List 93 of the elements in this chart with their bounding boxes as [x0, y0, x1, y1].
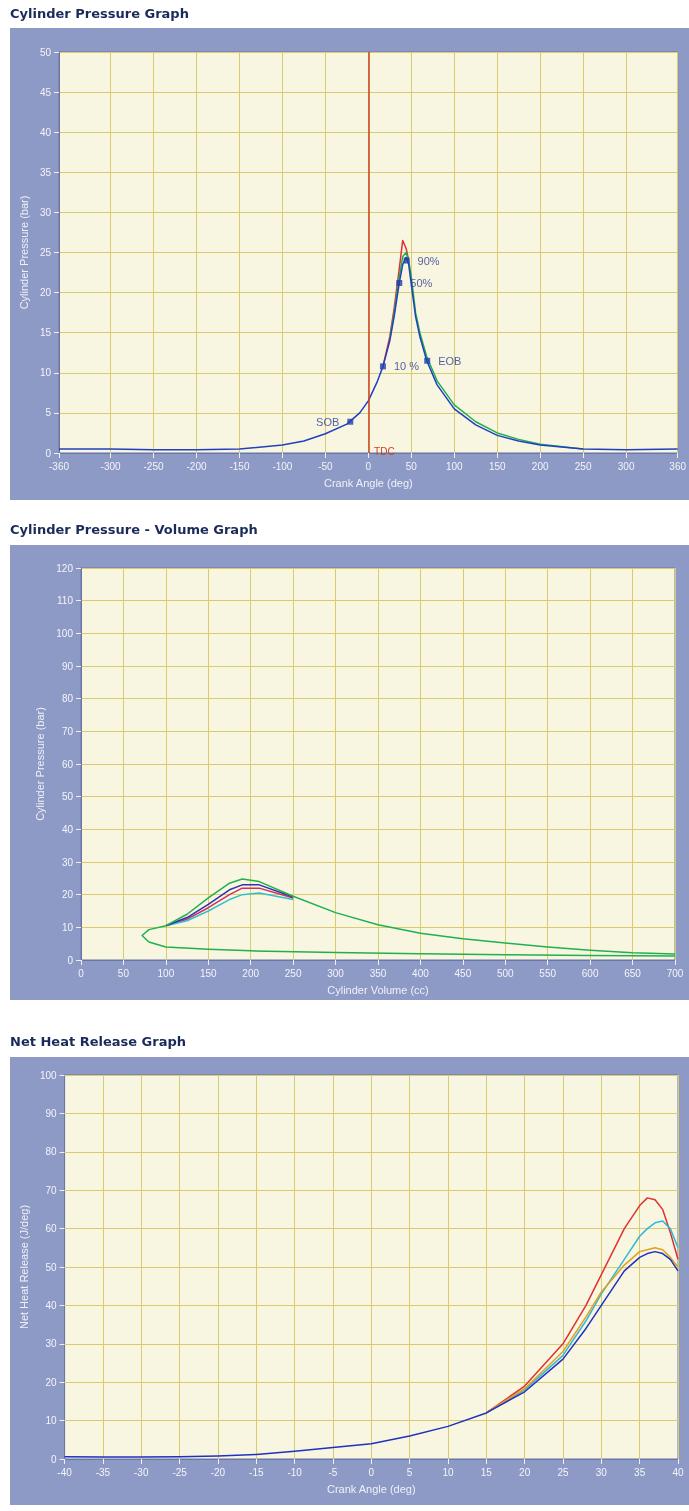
x-tick-label: 50: [117, 967, 130, 979]
y-axis-title: Cylinder Pressure (bar): [33, 707, 46, 821]
y-tick-label: 0: [51, 1453, 58, 1465]
y-tick-label: 100: [56, 627, 74, 639]
x-axis-title: Cylinder Volume (cc): [327, 983, 429, 996]
x-tick-label: -10: [287, 1466, 303, 1478]
x-tick-label: -50: [318, 460, 334, 472]
y-tick-label: 20: [61, 889, 74, 901]
x-tick-label: 300: [617, 460, 635, 472]
x-tick-label: -200: [186, 460, 207, 472]
y-tick-label: 70: [45, 1184, 58, 1196]
x-tick-label: 40: [672, 1466, 684, 1478]
x-tick-label: 25: [557, 1466, 569, 1478]
x-tick-label: -360: [49, 460, 70, 472]
x-tick-label: -35: [95, 1466, 111, 1478]
x-tick-label: -30: [134, 1466, 149, 1478]
y-tick-label: 0: [67, 954, 74, 966]
x-tick-label: -20: [210, 1466, 226, 1478]
x-tick-label: -250: [143, 460, 164, 472]
y-tick-label: 50: [39, 46, 52, 58]
y-tick-label: 25: [39, 247, 52, 258]
x-axis-title: Crank Angle (deg): [324, 476, 413, 489]
x-tick-label: 0: [368, 1466, 375, 1478]
y-axis-title: Net Heat Release (J/deg): [17, 1204, 30, 1330]
x-tick-label: 150: [488, 460, 506, 472]
x-tick-label: -300: [100, 460, 122, 472]
y-tick-label: 110: [57, 595, 74, 607]
y-tick-label: 120: [56, 562, 74, 574]
y-tick-label: 90: [61, 660, 74, 672]
chart-title: Cylinder Pressure Graph: [10, 6, 189, 21]
x-tick-label: 100: [445, 460, 464, 472]
y-tick-label: 20: [39, 287, 52, 299]
y-tick-label: 80: [61, 693, 74, 705]
x-tick-label: 350: [369, 967, 387, 979]
y-tick-label: 40: [45, 1299, 58, 1311]
x-tick-label: 50: [405, 460, 418, 472]
chart-title: Cylinder Pressure - Volume Graph: [10, 522, 258, 537]
y-tick-label: 15: [39, 327, 52, 339]
y-tick-label: 5: [45, 407, 52, 419]
x-tick-label: 600: [581, 967, 599, 979]
x-axis-title: Crank Angle (deg): [326, 1482, 416, 1495]
x-tick-label: 200: [242, 967, 260, 979]
x-tick-label: 360: [669, 460, 687, 472]
x-tick-label: 35: [634, 1466, 646, 1478]
y-tick-label: 30: [45, 1338, 58, 1350]
x-tick-label: 15: [480, 1466, 493, 1478]
x-tick-label: 100: [157, 967, 175, 979]
y-tick-label: 10: [45, 1415, 58, 1427]
x-tick-label: -25: [172, 1466, 188, 1478]
y-tick-label: 40: [39, 126, 52, 138]
x-tick-label: 5: [406, 1466, 413, 1478]
x-tick-label: 10: [442, 1466, 454, 1478]
y-tick-label: 40: [61, 823, 74, 835]
x-tick-label: 150: [199, 967, 218, 979]
x-tick-label: -40: [57, 1466, 73, 1478]
line-series: [141, 878, 676, 957]
x-tick-label: 250: [574, 460, 592, 472]
x-tick-label: -5: [328, 1466, 338, 1478]
y-tick-label: 10: [39, 367, 52, 379]
x-tick-label: 700: [666, 967, 684, 979]
y-tick-label: 30: [61, 856, 74, 868]
y-tick-label: 60: [61, 758, 74, 770]
x-tick-label: -100: [272, 460, 293, 472]
x-tick-label: 400: [412, 967, 430, 979]
y-tick-label: 70: [61, 725, 74, 737]
x-tick-label: 0: [78, 967, 85, 979]
y-tick-label: 35: [39, 166, 52, 178]
y-tick-label: 45: [39, 86, 52, 98]
x-tick-label: 450: [454, 967, 472, 979]
y-tick-label: 60: [45, 1223, 58, 1235]
y-tick-label: 80: [45, 1146, 58, 1158]
x-tick-label: -15: [249, 1466, 264, 1478]
y-tick-label: 50: [45, 1261, 58, 1273]
y-tick-label: 30: [39, 206, 52, 218]
x-tick-label: 650: [624, 967, 642, 979]
y-tick-label: 20: [45, 1376, 58, 1388]
y-axis-title: Cylinder Pressure (bar): [17, 195, 30, 310]
x-tick-label: 0: [365, 460, 372, 472]
y-tick-label: 0: [45, 447, 52, 459]
x-tick-label: 200: [531, 460, 549, 472]
annotation: 90%: [417, 254, 440, 267]
chart-title: Net Heat Release Graph: [10, 1034, 187, 1049]
y-tick-label: 100: [39, 1069, 58, 1081]
x-tick-label: -150: [229, 460, 250, 472]
x-tick-label: 20: [519, 1466, 531, 1478]
x-tick-label: 250: [284, 967, 302, 979]
y-tick-label: 10: [61, 921, 74, 933]
y-tick-label: 50: [61, 791, 74, 803]
x-tick-label: 500: [496, 967, 515, 979]
x-tick-label: 300: [327, 967, 345, 979]
x-tick-label: 550: [539, 967, 557, 979]
x-tick-label: 30: [595, 1466, 608, 1478]
y-tick-label: 90: [45, 1107, 58, 1119]
